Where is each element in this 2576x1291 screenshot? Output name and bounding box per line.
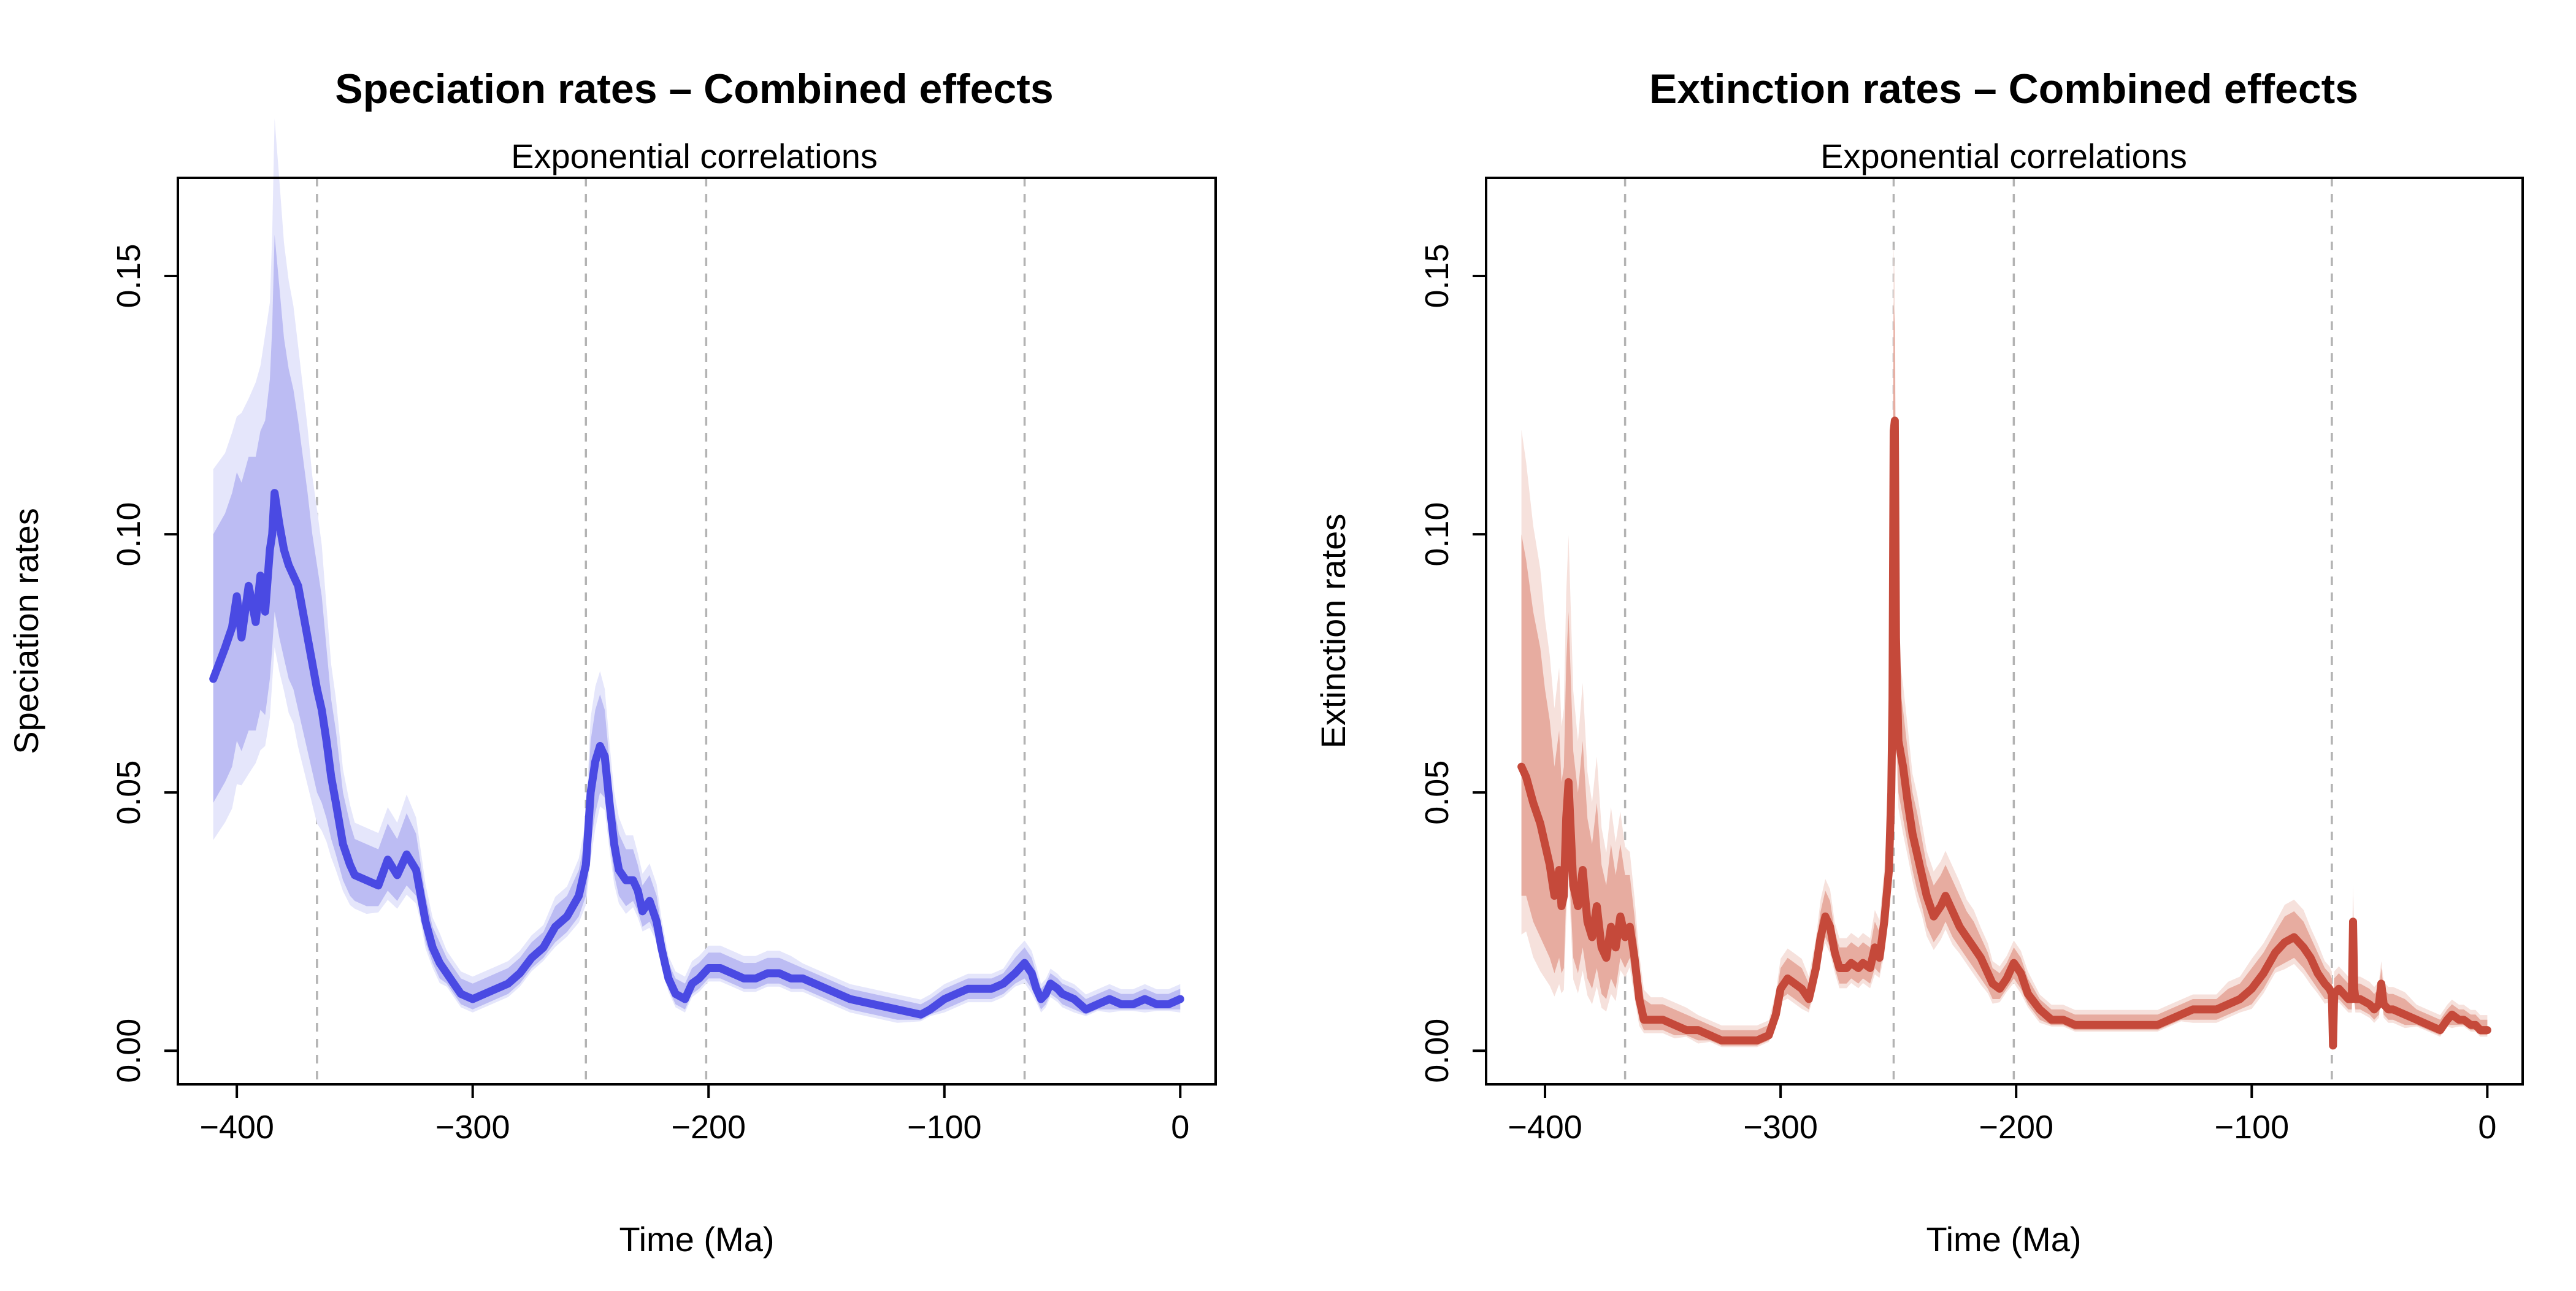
speciation-ytick-label: 0.15 [110, 243, 147, 308]
extinction-xtick-label: −200 [1979, 1109, 2053, 1146]
speciation-xtick-label: −200 [671, 1109, 746, 1146]
speciation-inner-ci-band [213, 234, 1181, 1020]
extinction-inner-ci-band [1521, 302, 2488, 1051]
speciation-x-axis: −400 −300 −200 −100 0 [199, 1083, 1189, 1146]
extinction-plot-frame [1485, 177, 2524, 1086]
extinction-mean-rate-line [1517, 416, 2491, 1050]
speciation-ytick-label: 0.10 [110, 502, 147, 567]
extinction-outer-ci-band [1521, 243, 2488, 1052]
speciation-x-axis-label: Time (Ma) [619, 1220, 774, 1258]
speciation-y-axis: 0.00 0.05 0.10 0.15 [110, 243, 179, 1083]
speciation-plot-frame [177, 177, 1217, 1086]
extinction-plot-area [1485, 177, 2524, 1086]
extinction-xtick-label: 0 [2478, 1109, 2496, 1146]
speciation-xtick-label: −100 [907, 1109, 982, 1146]
extinction-lines [1517, 416, 2491, 1050]
extinction-x-axis-label: Time (Ma) [1926, 1220, 2081, 1258]
extinction-ytick-label: 0.00 [1419, 1019, 1455, 1083]
speciation-title: Speciation rates – Combined effects [335, 66, 1053, 112]
speciation-xtick-label: 0 [1171, 1109, 1189, 1146]
extinction-subtitle: Exponential correlations [1820, 137, 2187, 175]
extinction-bands [1521, 243, 2488, 1052]
extinction-ytick-label: 0.05 [1419, 760, 1455, 825]
extinction-xtick-label: −400 [1508, 1109, 1582, 1146]
extinction-y-axis-label: Extinction rates [1314, 514, 1352, 749]
speciation-bands [213, 118, 1181, 1023]
speciation-subtitle: Exponential correlations [511, 137, 878, 175]
speciation-ytick-label: 0.05 [110, 760, 147, 825]
extinction-y-axis: 0.00 0.05 0.10 0.15 [1419, 243, 1487, 1083]
extinction-ytick-label: 0.10 [1419, 502, 1455, 567]
speciation-mean-rate-line [209, 489, 1184, 1019]
speciation-y-axis-label: Speciation rates [7, 508, 45, 754]
extinction-ytick-label: 0.15 [1419, 243, 1455, 308]
speciation-ytick-label: 0.00 [110, 1019, 147, 1083]
extinction-x-axis: −400 −300 −200 −100 0 [1508, 1083, 2496, 1146]
speciation-panel: Speciation rates – Combined effects Expo… [7, 66, 1217, 1258]
extinction-title: Extinction rates – Combined effects [1649, 66, 2358, 112]
speciation-lines [209, 489, 1184, 1019]
speciation-plot-area [177, 118, 1217, 1086]
extinction-xtick-label: −300 [1743, 1109, 1818, 1146]
speciation-xtick-label: −400 [199, 1109, 274, 1146]
speciation-xtick-label: −300 [435, 1109, 510, 1146]
extinction-panel: Extinction rates – Combined effects Expo… [1314, 66, 2524, 1258]
extinction-xtick-label: −100 [2214, 1109, 2289, 1146]
speciation-vlines [316, 178, 1026, 1084]
